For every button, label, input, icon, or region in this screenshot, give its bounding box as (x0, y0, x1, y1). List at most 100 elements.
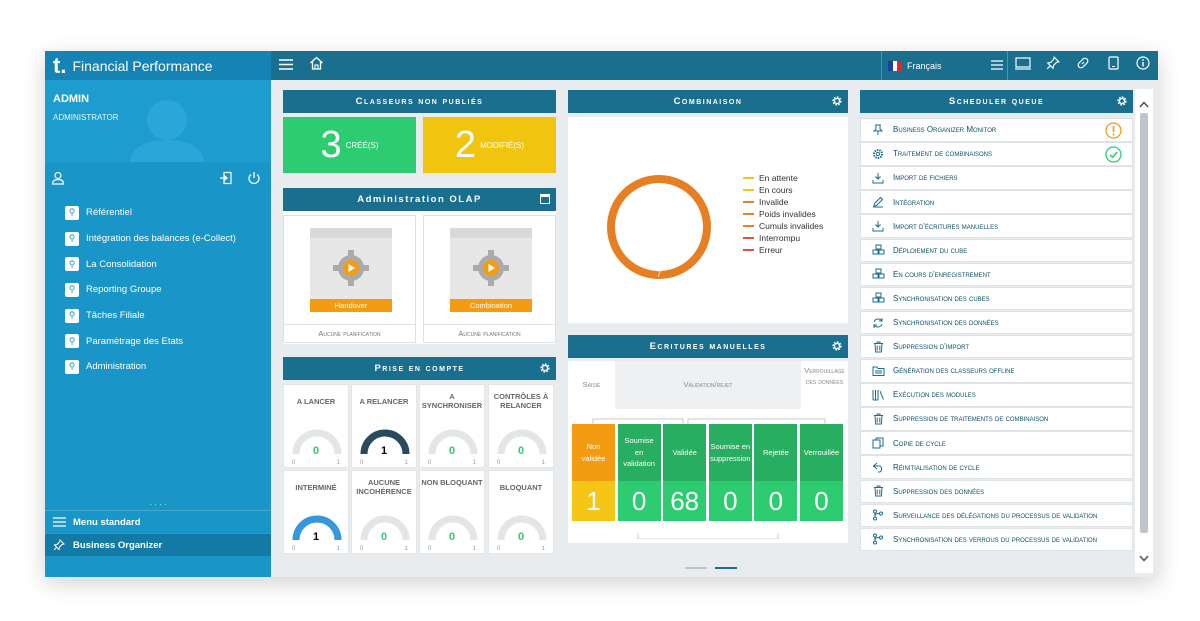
user-profile-icon[interactable] (51, 171, 65, 185)
gauge-card[interactable]: BLOQUANT 0 0 1 (488, 470, 554, 554)
legend-item[interactable]: Erreur (743, 244, 823, 256)
workflow-stage[interactable]: Rejetée 0 (754, 424, 798, 521)
gear-play-icon (331, 248, 371, 293)
sidebar-item-label: Reporting Groupe (86, 284, 162, 296)
scheduler-item[interactable]: Import d'écritures manuelles (860, 214, 1133, 238)
scheduler-item-label: Suppression de traitements de combinaiso… (893, 414, 1049, 424)
scheduler-item[interactable]: Suppression des données (860, 479, 1133, 504)
scheduler-item[interactable]: Traitement de combinaisons (860, 142, 1133, 166)
stage-title: Rejetée (754, 424, 798, 481)
scheduler-item[interactable]: Copie de cycle (860, 431, 1133, 455)
legend-item[interactable]: En attente (743, 172, 823, 184)
sidebar-item-taches-filiale[interactable]: ⚲ Tâches Filiale (45, 303, 271, 329)
gauge-card[interactable]: CONTRÔLES À RELANCER 0 0 1 (488, 384, 554, 468)
scheduler-item[interactable]: Intégration (860, 190, 1133, 214)
scheduler-scrollbar[interactable] (1135, 89, 1153, 573)
scheduler-item[interactable]: Synchronisation des cubes (860, 286, 1133, 311)
gear-icon[interactable] (1116, 95, 1128, 110)
language-selector[interactable]: Français (881, 51, 1008, 80)
workflow-stage[interactable]: Verrouillée 0 (800, 424, 843, 521)
gauge-card[interactable]: A LANCER 0 0 1 (283, 384, 349, 468)
legend-item[interactable]: En cours (743, 184, 823, 196)
scheduler-item-label: Synchronisation des verrous du processus… (893, 534, 1098, 544)
scrollbar-thumb[interactable] (1140, 113, 1148, 533)
gauge-value: 0 (448, 445, 456, 457)
workflow-stage[interactable]: Soumise en validation 0 (617, 424, 661, 521)
scheduler-item[interactable]: Synchronisation des données (860, 310, 1133, 335)
legend-item[interactable]: Interrompu (743, 232, 823, 244)
sidebar-item-consolidation[interactable]: ⚲ La Consolidation (45, 251, 271, 277)
scheduler-item-label: Surveillance des délégations du processu… (893, 510, 1098, 520)
legend-item[interactable]: Invalide (743, 196, 823, 208)
stage-value: 68 (663, 481, 707, 521)
scheduler-item-label: Synchronisation des cubes (893, 293, 990, 303)
sidebar-item-referentiel[interactable]: ⚲ Référentiel (45, 200, 271, 226)
stage-title: Validée (663, 424, 707, 481)
menu-standard-button[interactable]: Menu standard (45, 510, 271, 533)
kpi-modified-count: 2 (454, 124, 477, 166)
olap-badge: Handover (310, 299, 392, 312)
scheduler-item[interactable]: Business Organizer Monitor (860, 118, 1133, 142)
home-button[interactable] (301, 51, 331, 80)
olap-card-combination[interactable]: Combination Aucune planification (423, 215, 556, 343)
workflow-stage[interactable]: Soumise en suppression 0 (708, 424, 752, 521)
gauge-card[interactable]: AUCUNE INCOHÉRENCE 0 0 1 (351, 470, 417, 554)
screen-button[interactable] (1008, 51, 1038, 80)
gear-icon[interactable] (831, 95, 843, 110)
flag-fr-icon (888, 60, 903, 71)
pager-dot-active[interactable] (715, 567, 738, 569)
power-icon[interactable] (247, 171, 261, 185)
link-button[interactable] (1068, 51, 1098, 80)
col-validation: Validation/rejet (615, 361, 801, 409)
pager-dot[interactable] (685, 567, 707, 569)
gear-icon[interactable] (831, 340, 843, 355)
scheduler-item[interactable]: Réinitialisation de cycle (860, 455, 1133, 479)
legend-item[interactable]: Poids invalides (743, 208, 823, 220)
scheduler-item[interactable]: Suppression de traitements de combinaiso… (860, 407, 1133, 431)
pin-icon: ⚲ (65, 257, 79, 272)
brand[interactable]: t. Financial Performance (45, 51, 271, 80)
scheduler-item[interactable]: Surveillance des délégations du processu… (860, 503, 1133, 528)
home-icon (309, 56, 324, 75)
kpi-created[interactable]: 3 CRÉÉ(S) (283, 117, 416, 173)
workflow-stage[interactable]: Non validée 1 (572, 424, 615, 521)
pin-icon (871, 124, 885, 136)
scheduler-item[interactable]: En cours d'enregistrement (860, 262, 1133, 287)
gauge-card[interactable]: A SYNCHRONISER 0 0 1 (419, 384, 485, 468)
olap-card-handover[interactable]: Handover Aucune planification (283, 215, 416, 343)
gauge-card[interactable]: A RELANCER 1 0 1 (351, 384, 417, 468)
sidebar-item-label: Intégration des balances (e-Collect) (86, 233, 236, 245)
scheduler-item-label: Import d'écritures manuelles (893, 221, 999, 231)
scheduler-item[interactable]: Génération des classeurs offline (860, 359, 1133, 383)
gear-icon[interactable] (539, 362, 551, 377)
hamburger-button[interactable] (271, 51, 301, 80)
sidebar-item-parametrage-etats[interactable]: ⚲ Paramètrage des Etats (45, 328, 271, 354)
workflow-stage[interactable]: Validée 68 (663, 424, 707, 521)
sidebar-item-reporting-groupe[interactable]: ⚲ Reporting Groupe (45, 277, 271, 303)
gauge-track (497, 515, 547, 541)
scheduler-item[interactable]: Import de fichiers (860, 166, 1133, 190)
scheduler-item[interactable]: Suppression d'import (860, 334, 1133, 359)
info-button[interactable] (1128, 51, 1158, 80)
sidebar-item-integration-balances[interactable]: ⚲ Intégration des balances (e-Collect) (45, 226, 271, 252)
business-organizer-button[interactable]: Business Organizer (45, 533, 271, 556)
gauge-card[interactable]: INTERMINÉ 1 0 1 (283, 470, 349, 554)
check-circle-icon (1105, 146, 1122, 165)
chevron-down-icon[interactable] (1139, 549, 1149, 567)
scheduler-item[interactable]: Exécution des modules (860, 383, 1133, 407)
kpi-modified[interactable]: 2 MODIFIÉ(S) (423, 117, 556, 173)
logout-icon[interactable] (219, 171, 233, 185)
legend-item[interactable]: Cumuls invalides (743, 220, 823, 232)
sidebar-item-administration[interactable]: ⚲ Administration (45, 354, 271, 380)
resize-handle[interactable]: · · · · (149, 500, 167, 509)
gauge-card[interactable]: NON BLOQUANT 0 0 1 (419, 470, 485, 554)
window-icon[interactable] (540, 194, 550, 207)
pin-icon: ⚲ (65, 282, 79, 297)
stage-title: Soumise en suppression (708, 424, 752, 481)
scheduler-item[interactable]: Synchronisation des verrous du processus… (860, 527, 1133, 552)
pin-button[interactable] (1038, 51, 1068, 80)
tablet-button[interactable] (1098, 51, 1128, 80)
donut-legend: En attente En cours Invalide Poids invalide… (743, 172, 823, 256)
scheduler-item[interactable]: Déploiement du cube (860, 238, 1133, 263)
chevron-up-icon[interactable] (1139, 95, 1149, 113)
